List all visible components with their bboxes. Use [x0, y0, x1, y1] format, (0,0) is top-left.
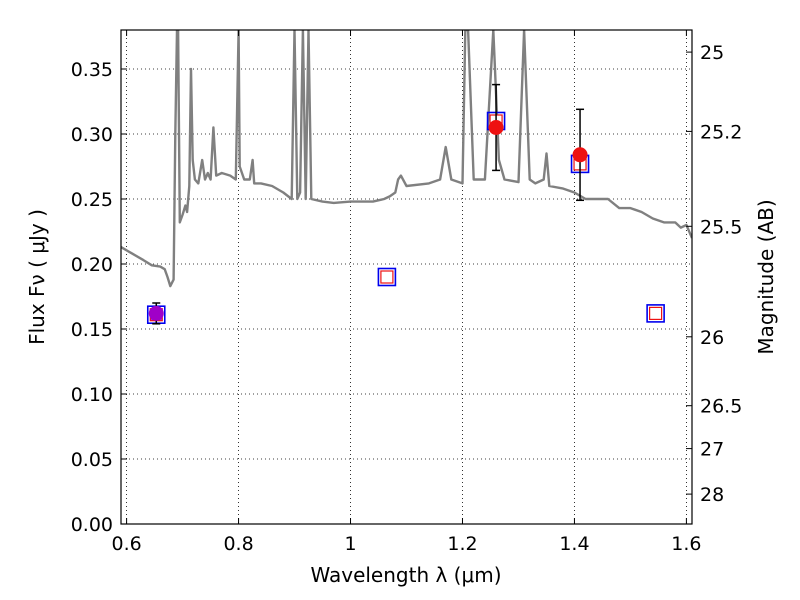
y-tick-label: 0.05 [71, 449, 113, 471]
right-tick-label: 25.2 [700, 121, 742, 143]
observed-point [148, 305, 164, 321]
y-tick-label: 0.20 [71, 254, 113, 276]
observed-point [488, 120, 504, 135]
right-tick-label: 26 [700, 327, 724, 349]
plot-area [121, 30, 692, 325]
y-tick-label: 0.25 [71, 189, 113, 211]
y-tick-label: 0.15 [71, 319, 113, 341]
y-tick-label: 0.30 [71, 124, 113, 146]
plot-frame [120, 29, 693, 525]
x-tick-label: 0.6 [111, 533, 141, 555]
y-axis-right-label: Magnitude (AB) [754, 199, 778, 354]
y-tick-label: 0.35 [71, 59, 113, 81]
model-box-outer [377, 267, 397, 287]
y-axis-left-label: Flux Fν ( μJy ) [25, 209, 49, 345]
y-axis-left: 0.00 0.05 0.10 0.15 0.20 0.25 0.30 0.35 [71, 59, 127, 536]
x-axis: 0.6 0.8 1 1.2 1.4 1.6 [111, 30, 702, 555]
spectrum-layer [121, 30, 692, 288]
right-tick-label: 25.5 [700, 216, 742, 238]
markers-layer [146, 83, 665, 325]
x-tick-label: 1.6 [671, 533, 701, 555]
x-axis-label: Wavelength λ (μm) [310, 563, 501, 587]
spectrum-line [121, 30, 692, 288]
y-axis-right: 25 25.2 25.5 26 26.5 27 28 [686, 42, 742, 506]
grid-lines [121, 30, 692, 525]
model-box-inner [649, 306, 663, 320]
y-tick-label: 0.00 [71, 514, 113, 536]
x-tick-label: 1 [344, 533, 356, 555]
x-tick-label: 1.4 [559, 533, 589, 555]
observed-point [572, 147, 588, 163]
y-tick-label: 0.10 [71, 384, 113, 406]
model-box-outer [646, 304, 665, 323]
model-box-inner [380, 270, 394, 284]
x-tick-label: 0.8 [223, 533, 253, 555]
x-tick-label: 1.2 [447, 533, 477, 555]
right-tick-label: 27 [700, 439, 724, 461]
right-tick-label: 28 [700, 484, 724, 506]
right-tick-label: 25 [700, 42, 724, 64]
right-tick-label: 26.5 [700, 396, 742, 418]
